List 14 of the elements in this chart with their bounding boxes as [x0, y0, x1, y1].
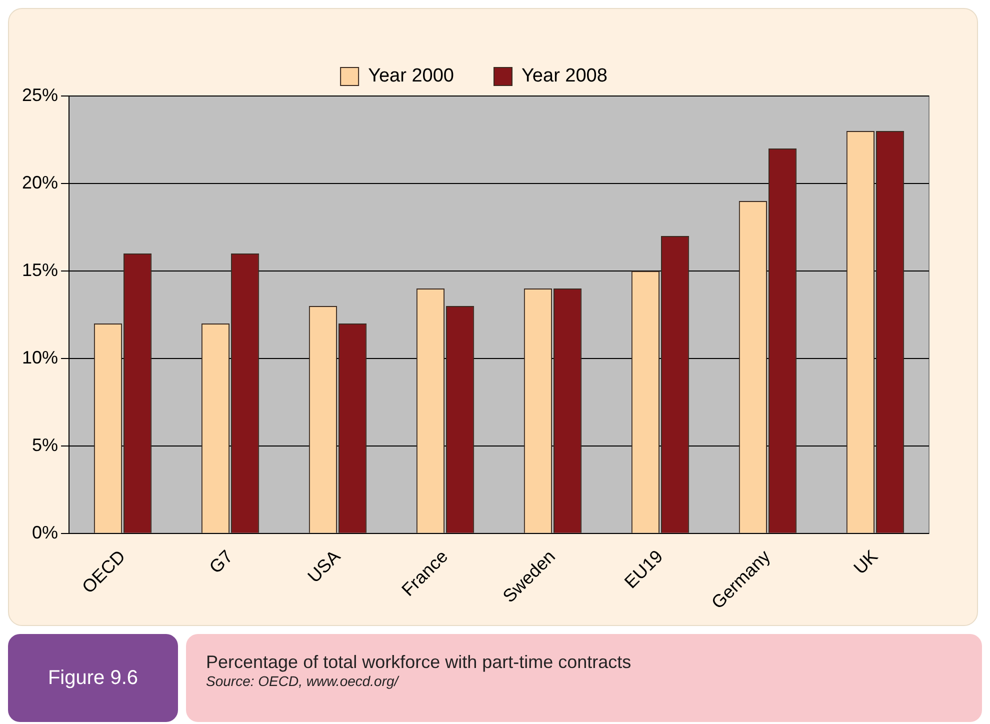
x-tick-label: USA	[304, 546, 344, 587]
y-tick-label: 5%	[32, 434, 58, 455]
legend-label: Year 2008	[522, 66, 608, 87]
caption: Figure 9.6	[8, 634, 178, 722]
text: Percentage of total workforce with part-time contracts	[206, 652, 632, 673]
source-note: Source: OECD, www.oecd.org/	[206, 673, 400, 689]
y-tick-label: 15%	[22, 260, 58, 280]
y-tick-label: 20%	[22, 172, 58, 192]
x-tick-label: G7	[205, 546, 237, 578]
y-tick-label: 10%	[22, 347, 58, 368]
y-tick-label: 25%	[22, 84, 58, 105]
y-tick-label: 0%	[32, 522, 58, 542]
x-tick-label: UK	[850, 546, 882, 578]
legend-label: Year 2000	[368, 66, 454, 87]
